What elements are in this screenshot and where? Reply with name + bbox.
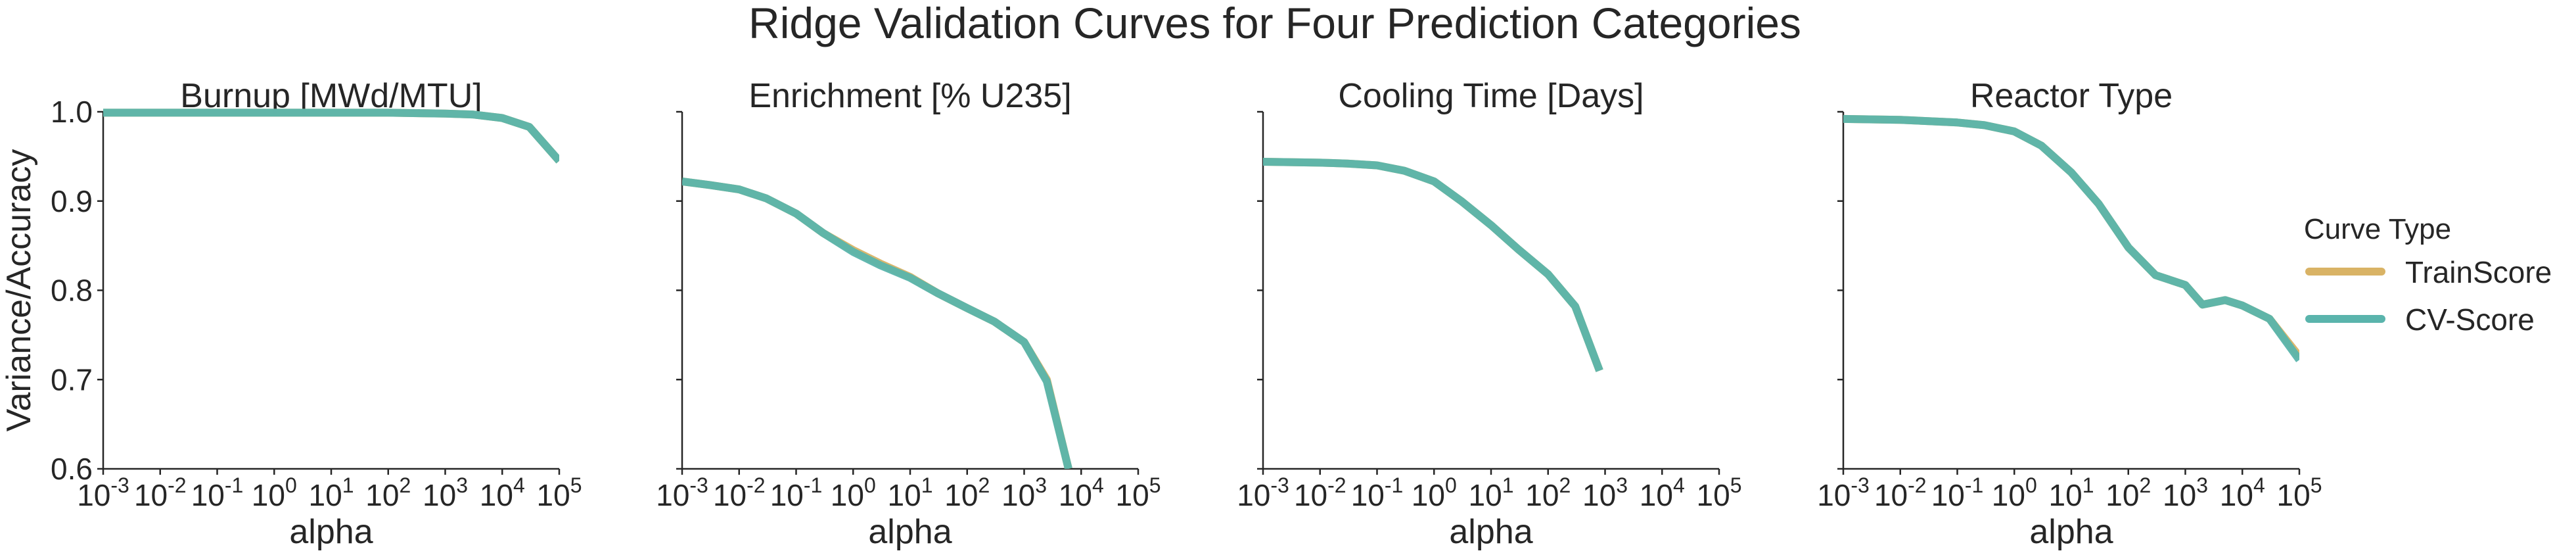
x-tick-label: 104 [2220,473,2265,512]
x-axis-label: alpha [289,513,373,551]
x-tick-label: 103 [1582,473,1628,512]
x-tick-label: 10-2 [1874,473,1927,512]
legend-label-cv-score: CV-Score [2405,302,2535,337]
x-tick-label: 102 [944,473,990,512]
subplot-cooling-time-days: Cooling Time [Days] 10-3 10-2 10-1 100 101 102… [1237,77,1741,551]
x-tick-label: 100 [831,473,876,512]
x-tick-label: 104 [480,473,525,512]
subplot-reactor-type: Reactor Type 10-3 10-2 10-1 100 101 102 103 104 1… [1817,77,2322,551]
x-tick-label: 102 [2105,473,2151,512]
x-tick-label: 10-3 [656,473,708,512]
series-line-cv-score [103,108,559,164]
series-lines [1843,114,2299,362]
x-tick-label: 10-2 [1294,473,1346,512]
series-lines [1263,158,1603,372]
x-tick-label: 100 [1412,473,1457,512]
y-tick-label: 1.0 [51,95,93,129]
subplot-title: Enrichment [% U235] [748,77,1071,115]
series-line-cv-score [682,177,1072,469]
x-tick-label: 105 [1116,473,1161,512]
y-tick-label: 0.7 [51,362,93,397]
series-line-trainscore [1263,158,1603,372]
series-line-trainscore [1843,114,2299,359]
x-tick-label: 10-3 [1817,473,1870,512]
x-axis-label: alpha [2029,513,2113,551]
subplot-burnup-mwd-mtu: Burnup [MWd/MTU]0.60.70.80.91.010-3 10-2 1… [0,77,582,551]
x-tick-label: 101 [2049,473,2094,512]
x-tick-label: 10-1 [770,473,823,512]
x-tick-label: 104 [1059,473,1104,512]
x-tick-label: 10-1 [1931,473,1984,512]
series-lines [682,177,1072,469]
y-tick-label: 0.6 [51,452,93,486]
x-tick-label: 105 [2277,473,2322,512]
subplot-title: Burnup [MWd/MTU] [180,77,482,115]
x-tick-label: 105 [537,473,582,512]
figure-title: Ridge Validation Curves for Four Predict… [748,0,1801,47]
x-tick-label: 100 [1992,473,2037,512]
x-tick-label: 105 [1697,473,1742,512]
x-tick-label: 10-1 [191,473,244,512]
legend: Curve Type TrainScore CV-Score [2304,213,2552,337]
subplot-title: Reactor Type [1970,77,2173,115]
subplots: Burnup [MWd/MTU]0.60.70.80.91.010-3 10-2 1… [0,77,2322,551]
series-line-cv-score [1843,114,2299,362]
x-tick-label: 10-1 [1351,473,1404,512]
x-tick-label: 10-2 [713,473,766,512]
x-axis-label: alpha [1449,513,1532,551]
x-tick-label: 102 [1525,473,1571,512]
x-tick-label: 10-2 [134,473,187,512]
legend-label-trainscore: TrainScore [2405,255,2552,289]
x-tick-label: 10-3 [77,473,129,512]
subplot-enrichment-u235: Enrichment [% U235] 10-3 10-2 10-1 100 101 102… [656,77,1161,551]
y-axis-label: Variance/Accuracy [0,149,38,432]
x-tick-label: 100 [252,473,297,512]
x-tick-label: 10-3 [1237,473,1289,512]
x-tick-label: 103 [2163,473,2208,512]
x-tick-label: 101 [1469,473,1514,512]
x-tick-label: 104 [1640,473,1685,512]
subplot-title: Cooling Time [Days] [1338,77,1644,115]
x-tick-label: 103 [423,473,468,512]
x-tick-label: 102 [365,473,411,512]
series-lines [103,108,559,164]
y-tick-label: 0.9 [51,184,93,218]
x-tick-label: 101 [888,473,933,512]
legend-title: Curve Type [2304,213,2451,245]
x-tick-label: 103 [1001,473,1047,512]
x-axis-label: alpha [868,513,952,551]
x-tick-label: 101 [309,473,354,512]
series-line-trainscore [682,177,1072,469]
series-line-cv-score [1263,158,1603,372]
y-tick-label: 0.8 [51,274,93,308]
